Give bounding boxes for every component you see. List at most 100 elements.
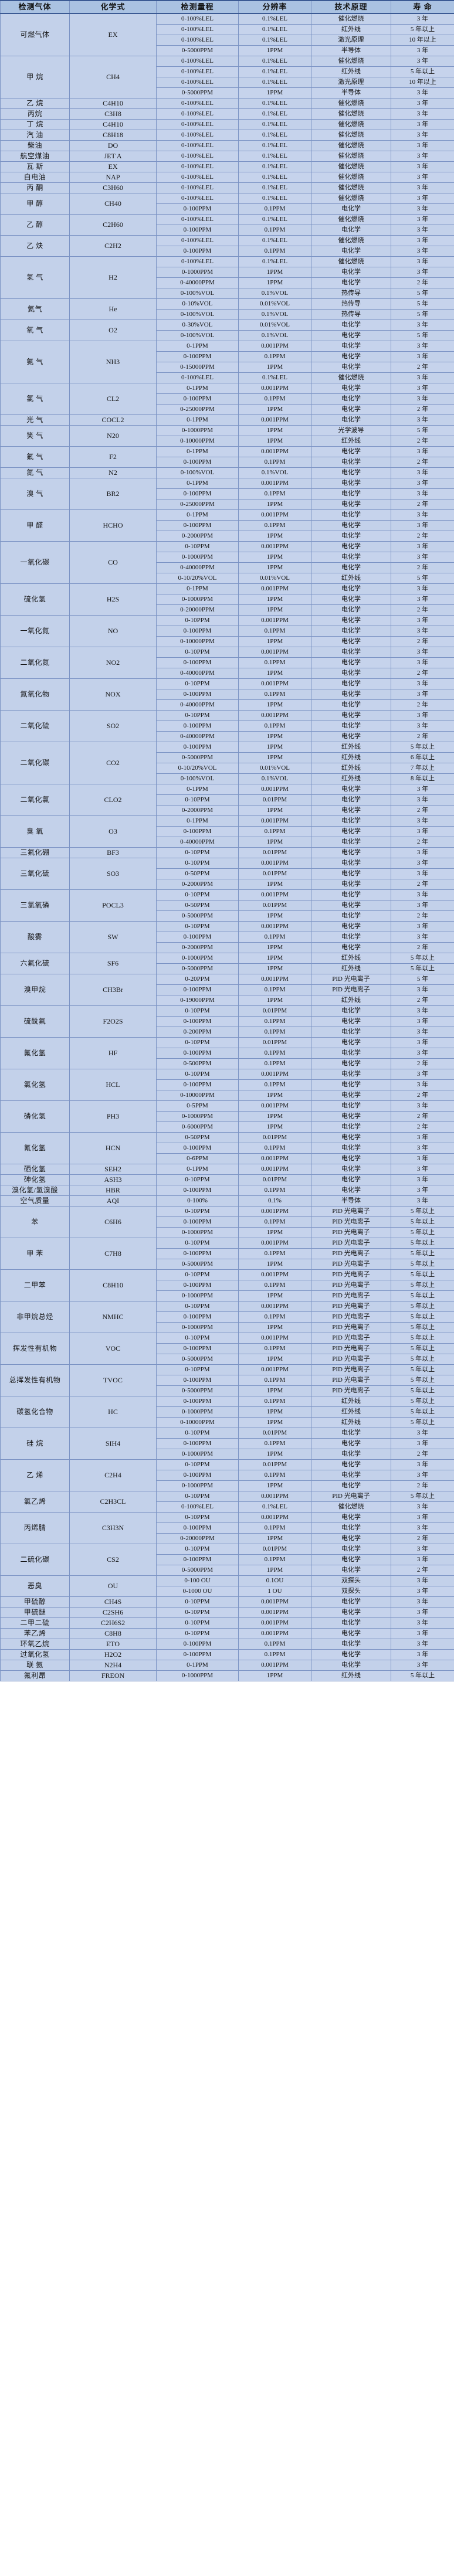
cell-gas: 联 氨	[0, 1660, 70, 1671]
cell-lifetime: 3 年	[391, 1185, 454, 1196]
cell-resolution: 0.001PPM	[238, 583, 311, 594]
cell-lifetime: 2 年	[391, 910, 454, 922]
cell-gas: 丁 烷	[0, 119, 70, 130]
cell-lifetime: 3 年	[391, 583, 454, 594]
cell-technology: 红外线	[311, 742, 391, 753]
cell-lifetime: 3 年	[391, 1037, 454, 1048]
table-row: 0-100PPM 0.1PPM 电化学 3 年	[1, 1470, 454, 1481]
cell-gas: 甲硫醇	[0, 1596, 70, 1608]
cell-gas: 氮 气	[0, 467, 70, 478]
table-row: 溴化氢/氢溴酸 HBR 0-100PPM 0.1PPM 电化学 3 年	[0, 1185, 454, 1196]
table-row: 丙 酮 C3H60 0-100%LEL 0.1%LEL 催化燃烧 3 年	[0, 182, 454, 193]
cell-formula: C3H3N	[69, 1512, 157, 1544]
cell-resolution: 0.1%LEL	[238, 108, 311, 120]
cell-resolution: 0.001PPM	[238, 1607, 311, 1618]
cell-lifetime: 3 年	[391, 1438, 454, 1449]
cell-resolution: 0.1%LEL	[238, 235, 311, 246]
cell-gas: 臭 氧	[0, 815, 70, 848]
cell-technology: PID 光电离子	[311, 1491, 391, 1502]
cell-resolution: 1PPM	[238, 404, 311, 415]
cell-range: 0-100PPM	[156, 1375, 239, 1386]
table-row: 0-100PPM 0.1PPM 电化学 3 年	[1, 1554, 454, 1565]
cell-lifetime: 2 年	[391, 562, 454, 573]
cell-formula: SIH4	[69, 1428, 157, 1460]
table-row: 0-100PPM 0.1PPM 电化学 3 年	[1, 520, 454, 531]
cell-range: 0-100%LEL	[156, 161, 239, 172]
cell-technology: 电化学	[311, 203, 391, 215]
cell-technology: 电化学	[311, 393, 391, 405]
cell-range: 0-100PPM	[156, 393, 239, 405]
cell-resolution: 1PPM	[238, 562, 311, 573]
cell-gas: 磷化氢	[0, 1100, 70, 1133]
cell-range: 0-1000PPM	[156, 267, 239, 278]
cell-resolution: 1PPM	[238, 752, 311, 763]
cell-formula: HCN	[69, 1132, 157, 1164]
cell-range: 0-1000 OU	[156, 1586, 239, 1597]
cell-range: 0-100PPM	[156, 984, 239, 995]
cell-technology: 电化学	[311, 1428, 391, 1439]
table-row: 乙 烯 C2H4 0-10PPM 0.01PPM 电化学 3 年	[0, 1459, 454, 1491]
cell-range: 0-40000PPM	[156, 837, 239, 848]
cell-resolution: 0.001PPM	[238, 1628, 311, 1639]
cell-technology: 电化学	[311, 847, 391, 858]
cell-lifetime: 2 年	[391, 1565, 454, 1576]
cell-resolution: 0.1PPM	[238, 689, 311, 700]
cell-technology: 催化燃烧	[311, 256, 391, 267]
cell-lifetime: 3 年	[391, 341, 454, 352]
cell-lifetime: 3 年	[391, 225, 454, 236]
cell-lifetime: 10 年以上	[391, 35, 454, 46]
cell-range: 0-40000PPM	[156, 562, 239, 573]
table-row: 氯化氢 HCL 0-10PPM 0.001PPM 电化学 3 年	[0, 1069, 454, 1101]
cell-lifetime: 3 年	[391, 1512, 454, 1523]
header-row: 检测气体 化学式 检测量程 分辨率 技术原理 寿 命	[0, 0, 454, 14]
cell-range: 0-10PPM	[156, 889, 239, 900]
cell-gas: 丙烷	[0, 108, 70, 120]
cell-gas: 硒化氢	[0, 1164, 70, 1175]
table-row: 0-5000PPM 1PPM 电化学 2 年	[1, 1565, 454, 1576]
cell-technology: 红外线	[311, 763, 391, 774]
table-row: 0-100PPM 0.1PPM 电化学 3 年	[1, 626, 454, 637]
cell-resolution: 0.001PPM	[238, 974, 311, 985]
cell-technology: 热传导	[311, 309, 391, 320]
table-row: 0-40000PPM 1PPM 电化学 2 年	[1, 731, 454, 742]
cell-technology: 电化学	[311, 678, 391, 689]
cell-gas: 酸雾	[0, 921, 70, 953]
cell-lifetime: 5 年以上	[391, 1333, 454, 1344]
cell-lifetime: 3 年	[391, 889, 454, 900]
cell-lifetime: 2 年	[391, 1449, 454, 1460]
cell-formula: H2O2	[69, 1649, 157, 1660]
cell-technology: 电化学	[311, 731, 391, 742]
cell-lifetime: 3 年	[391, 1027, 454, 1038]
cell-technology: 电化学	[311, 647, 391, 658]
cell-technology: 催化燃烧	[311, 130, 391, 141]
cell-technology: PID 光电离子	[311, 1206, 391, 1217]
cell-lifetime: 3 年	[391, 847, 454, 858]
cell-lifetime: 5 年	[391, 298, 454, 310]
cell-lifetime: 3 年	[391, 1069, 454, 1080]
cell-lifetime: 3 年	[391, 45, 454, 56]
cell-resolution: 0.001PPM	[238, 1164, 311, 1175]
cell-range: 0-100%LEL	[156, 98, 239, 109]
cell-resolution: 0.1PPM	[238, 1216, 311, 1228]
cell-technology: PID 光电离子	[311, 1343, 391, 1354]
cell-range: 0-5000PPM	[156, 963, 239, 974]
cell-formula: N2H4	[69, 1660, 157, 1671]
column-header-resolution: 分辨率	[238, 0, 311, 14]
cell-range: 0-10PPM	[156, 1269, 239, 1280]
cell-technology: 电化学	[311, 1649, 391, 1660]
cell-lifetime: 5 年以上	[391, 963, 454, 974]
cell-gas: 二氧化氯	[0, 784, 70, 816]
cell-formula: TVOC	[69, 1364, 157, 1396]
cell-lifetime: 3 年	[391, 858, 454, 869]
cell-resolution: 0.1PPM	[238, 393, 311, 405]
cell-lifetime: 3 年	[391, 984, 454, 995]
cell-lifetime: 3 年	[391, 1132, 454, 1143]
cell-range: 0-100PPM	[156, 1143, 239, 1154]
cell-resolution: 0.1%LEL	[238, 35, 311, 46]
column-header-range: 检测量程	[156, 0, 239, 14]
cell-resolution: 0.1%LEL	[238, 172, 311, 183]
cell-lifetime: 3 年	[391, 246, 454, 257]
table-row: 0-1000PPM 1PPM 红外线 5 年以上	[1, 1406, 454, 1418]
cell-resolution: 0.01PPM	[238, 1005, 311, 1017]
table-row: 0-6000PPM 1PPM 电化学 2 年	[1, 1122, 454, 1133]
